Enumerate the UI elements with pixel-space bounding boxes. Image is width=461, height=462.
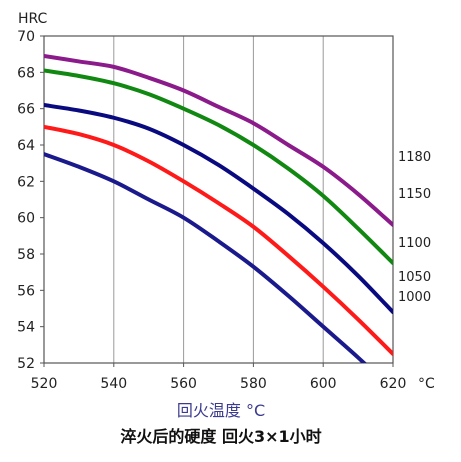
series-label-1050: 1050 — [398, 270, 431, 285]
series-line-1050 — [44, 124, 393, 356]
y-tick-label: 58 — [17, 247, 35, 263]
x-tick-label: 620 — [380, 376, 407, 392]
x-tick-label: 540 — [100, 376, 127, 392]
x-axis-title: 回火温度 °C — [177, 401, 265, 420]
series-label-1180: 1180 — [398, 150, 431, 165]
plot-border — [43, 35, 394, 364]
series-line-1000 — [44, 152, 367, 363]
series-line-1150 — [44, 68, 393, 266]
y-tick-label: 60 — [17, 211, 35, 227]
y-tick-label: 54 — [17, 320, 35, 336]
axis-ticks: 520 540 560 580 600 620 52 54 56 58 60 62 64 66 68 70 — [17, 29, 406, 392]
series-label-1150: 1150 — [398, 187, 431, 202]
y-tick-label: 70 — [17, 29, 35, 45]
series-line-1100 — [44, 103, 393, 315]
x-axis-unit: °C — [418, 376, 435, 392]
y-tick-label: 68 — [17, 65, 35, 81]
series-label-1000: 1000 — [398, 290, 431, 305]
y-tick-label: 56 — [17, 283, 35, 299]
series-labels: 1180 1150 1100 1050 1000 — [398, 150, 431, 305]
y-tick-label: 52 — [17, 356, 35, 372]
series-lines — [44, 53, 393, 363]
series-label-1100: 1100 — [398, 236, 431, 251]
series-line-1180 — [44, 53, 393, 227]
y-tick-label: 64 — [17, 138, 35, 154]
x-tick-label: 520 — [31, 376, 58, 392]
x-tick-label: 600 — [310, 376, 337, 392]
y-axis-title: HRC — [18, 11, 48, 27]
chart-title: 淬火后的硬度 回火3×1小时 — [120, 427, 321, 446]
x-tick-label: 580 — [240, 376, 267, 392]
y-tick-label: 66 — [17, 102, 35, 118]
x-tick-label: 560 — [170, 376, 197, 392]
y-tick-label: 62 — [17, 174, 35, 190]
